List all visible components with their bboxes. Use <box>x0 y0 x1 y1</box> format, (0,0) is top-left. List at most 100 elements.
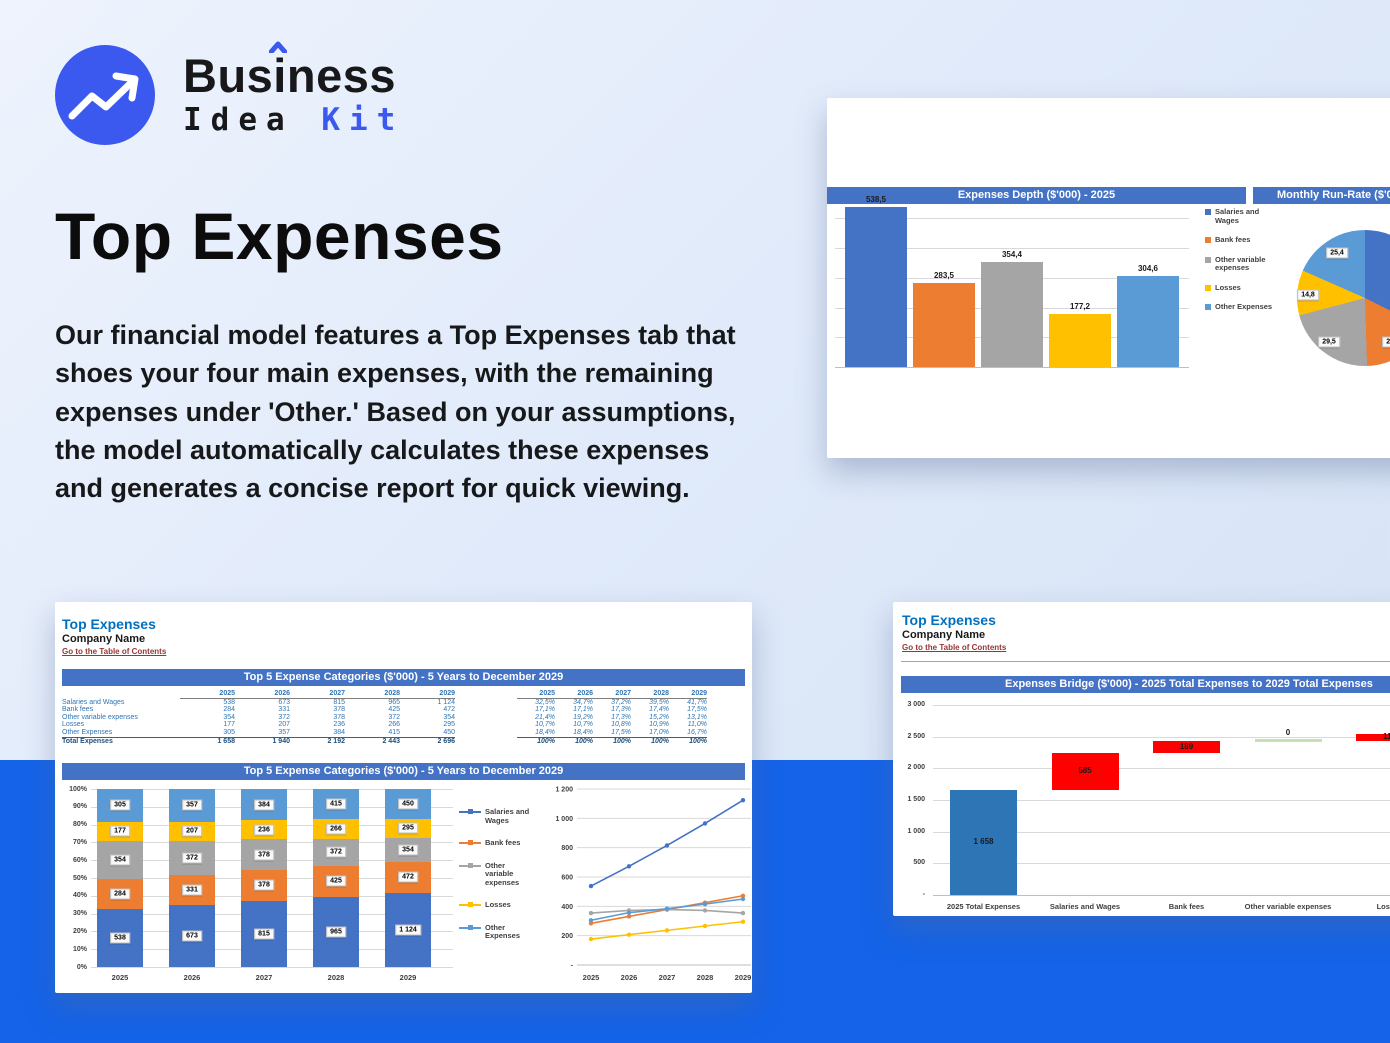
legend-item: Other variable expenses <box>459 860 535 888</box>
legend-label: Other variable expenses <box>1215 254 1266 272</box>
logo-word-idea: Idea <box>183 102 294 138</box>
segment-value-label: 378 <box>254 849 274 861</box>
expense-percent: 32,5% <box>535 698 555 706</box>
x-category-label: 2025 Total Expenses <box>946 902 1021 911</box>
sheet-company-name: Company Name <box>902 629 986 641</box>
segment-value-label: 384 <box>254 799 274 811</box>
table-of-contents-link[interactable]: Go to the Table of Contents <box>62 647 167 656</box>
legend-label: Losses <box>485 900 511 909</box>
x-category-label: Bank fees <box>1168 902 1205 911</box>
y-tick-label: 20% <box>72 927 87 935</box>
bar-gridline <box>835 248 1189 250</box>
expense-percent: 11,0% <box>687 721 707 729</box>
svg-text:600: 600 <box>561 875 573 882</box>
legend-label: Salaries and Wages <box>485 807 530 825</box>
table-of-contents-link[interactable]: Go to the Table of Contents <box>902 643 1007 652</box>
expense-value: 207 <box>278 721 290 729</box>
svg-text:1 200: 1 200 <box>555 787 573 794</box>
x-axis <box>835 367 1189 368</box>
expense-value: 305 <box>223 728 235 736</box>
x-category-label: Losses <box>1376 902 1390 911</box>
x-category-label: 2029 <box>399 973 417 982</box>
expense-row-label: Losses <box>62 721 85 729</box>
legend-label: Other Expenses <box>485 922 521 940</box>
svg-text:400: 400 <box>561 904 573 911</box>
year-header: 2025 <box>180 690 235 699</box>
depth-bar <box>913 282 975 367</box>
expense-value: 177 <box>223 721 235 729</box>
trend-arrow-icon <box>55 45 155 145</box>
section-title-expenses-bridge: Expenses Bridge ($'000) - 2025 Total Exp… <box>901 676 1390 693</box>
expense-value: 357 <box>278 728 290 736</box>
expense-percent: 17,5% <box>687 706 707 714</box>
expense-value: 450 <box>443 728 455 736</box>
screenshot-expenses-depth-card: Expenses Depth ($'000) - 2025 Monthly Ru… <box>827 98 1390 458</box>
year-header: 2028 <box>345 690 400 699</box>
legend-swatch <box>1205 284 1211 291</box>
expense-percent: 17,3% <box>611 706 631 714</box>
bridge-value-label: 118 <box>1383 732 1390 742</box>
stacked-gridline <box>91 967 453 968</box>
bar-value-label: 354,4 <box>1001 249 1023 259</box>
line-chart-svg: 1 200 1 000 800 600 400 200 - 2025 2026 2027 2028 2… <box>555 787 752 983</box>
segment-value-label: 354 <box>398 844 418 856</box>
legend-swatch <box>1205 256 1211 263</box>
legend-swatch <box>1205 209 1211 215</box>
expense-percent: 21,4% <box>535 713 555 721</box>
expense-value: 415 <box>388 728 400 736</box>
expense-percent: 10,8% <box>611 721 631 729</box>
expense-percent: 16,7% <box>687 728 707 736</box>
total-value: 1 940 <box>235 736 290 746</box>
bridge-bar <box>950 789 1017 895</box>
logo-word-kit: Kit <box>321 102 405 138</box>
expense-value: 236 <box>333 721 345 729</box>
y-tick-label: 30% <box>72 910 87 918</box>
bridge-bar <box>1356 733 1390 741</box>
expense-percent: 17,0% <box>649 728 669 736</box>
bar-value-label: 538,5 <box>865 194 887 204</box>
y-tick-label: 100% <box>69 785 87 793</box>
expense-value: 354 <box>443 713 455 721</box>
legend-item: Losses <box>459 900 535 910</box>
total-value: 2 443 <box>345 736 400 746</box>
legend-label: Salaries and Wages <box>1215 207 1260 225</box>
expense-value: 372 <box>388 713 400 721</box>
expense-percent: 10,9% <box>649 721 669 729</box>
expense-value: 472 <box>443 706 455 714</box>
total-percent: 100% <box>555 736 593 746</box>
caret-accent-icon <box>269 41 288 53</box>
sheet-title: Top Expenses <box>62 616 156 632</box>
expense-value: 331 <box>278 706 290 714</box>
top5-stacked-bar-chart: 100% 90% 80% 70% 60% 50% 40% 30% 20% 10% 0% 538 284 3… <box>55 782 455 982</box>
x-category-label: Salaries and Wages <box>1049 902 1121 911</box>
expense-percent: 10,7% <box>535 721 555 729</box>
legend-item: Other Expenses <box>459 922 535 941</box>
depth-bar <box>845 206 907 367</box>
legend-label: Other variable expenses <box>485 860 520 887</box>
expense-percent: 17,3% <box>611 713 631 721</box>
expense-percent: 19,2% <box>573 713 593 721</box>
expense-percent: 15,2% <box>649 713 669 721</box>
segment-value-label: 815 <box>254 928 274 940</box>
svg-text:2029: 2029 <box>735 973 752 982</box>
y-tick-label: 500 <box>913 859 925 867</box>
section-title-top5-table: Top 5 Expense Categories ($'000) - 5 Yea… <box>62 669 745 686</box>
legend-line-marker <box>459 808 481 816</box>
bar-value-label: 304,6 <box>1137 264 1159 274</box>
year-header: 2028 <box>631 690 669 699</box>
chart-legend: Salaries and Wages Bank fees Other variabl… <box>1205 207 1277 312</box>
table-cell <box>455 690 517 699</box>
logo-word-business: Busi ness <box>183 41 404 99</box>
y-tick-label: 3 000 <box>907 701 925 708</box>
bridge-gridline <box>933 705 1390 706</box>
y-tick-label: 1 000 <box>907 827 925 835</box>
table-cell <box>455 714 517 722</box>
total-value: 1 658 <box>180 736 235 746</box>
expense-percent: 17,1% <box>535 706 555 714</box>
sheet-company-name: Company Name <box>62 633 146 645</box>
legend-line-marker <box>459 862 481 870</box>
year-header: 2025 <box>517 690 555 699</box>
expense-value: 378 <box>333 713 345 721</box>
legend-line-marker <box>459 839 481 847</box>
y-tick-label: 0% <box>76 963 87 971</box>
